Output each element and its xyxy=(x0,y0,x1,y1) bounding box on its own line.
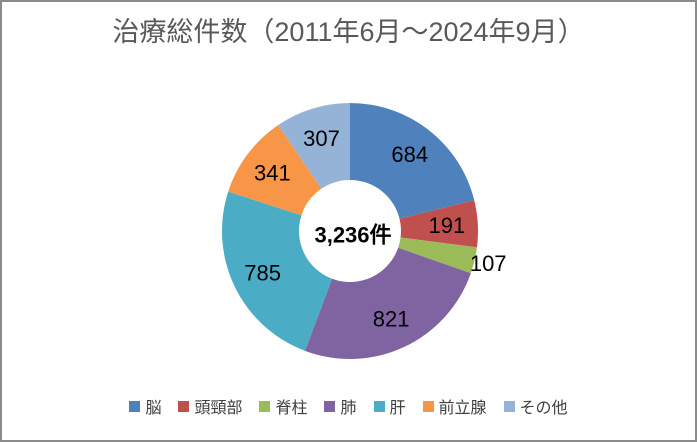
legend-item: 肝 xyxy=(373,394,406,418)
pie-slice xyxy=(228,125,322,216)
legend-item: 脳 xyxy=(129,394,161,418)
legend-item-label: 肺 xyxy=(340,400,357,417)
legend-item: 脊柱 xyxy=(259,394,307,418)
legend-item-label: 頭頸部 xyxy=(194,400,243,417)
legend-item-label: 前立腺 xyxy=(438,400,487,417)
center-total-label: 3,236件 xyxy=(314,223,391,248)
legend-swatch xyxy=(324,400,336,412)
legend-swatch xyxy=(178,400,190,412)
legend-item-label: 脳 xyxy=(145,400,162,417)
slice-value-label: 341 xyxy=(254,160,291,185)
slice-value-label: 107 xyxy=(470,251,507,276)
slice-value-label: 191 xyxy=(428,213,465,238)
slice-value-label: 307 xyxy=(303,126,340,151)
pie-slice xyxy=(350,103,475,219)
pie-slice xyxy=(399,200,479,248)
legend-swatch xyxy=(259,400,271,412)
legend-swatch xyxy=(129,400,141,412)
slice-value-label: 684 xyxy=(391,142,428,167)
legend-swatch xyxy=(373,400,385,412)
legend-item: 前立腺 xyxy=(422,394,487,418)
chart-title: 治療総件数（2011年6月～2024年9月） xyxy=(112,17,585,47)
pie-slice xyxy=(305,247,471,359)
pie-slice xyxy=(222,191,333,351)
pie-slice xyxy=(398,237,477,274)
legend-item: 肺 xyxy=(324,394,357,418)
legend-item: その他 xyxy=(503,394,568,418)
legend-swatch xyxy=(503,400,515,412)
legend-item-label: 脊柱 xyxy=(275,400,308,417)
legend-item: 頭頸部 xyxy=(178,394,242,418)
legend: 脳 頭頸部 脊柱 肺 肝 前立腺 その他 xyxy=(2,394,695,418)
legend-item-label: 肝 xyxy=(389,400,406,417)
slice-value-label: 785 xyxy=(244,261,281,286)
legend-item-label: その他 xyxy=(519,400,568,417)
pie-slice xyxy=(278,103,350,189)
slice-value-label: 821 xyxy=(373,306,410,331)
legend-swatch xyxy=(422,400,434,412)
